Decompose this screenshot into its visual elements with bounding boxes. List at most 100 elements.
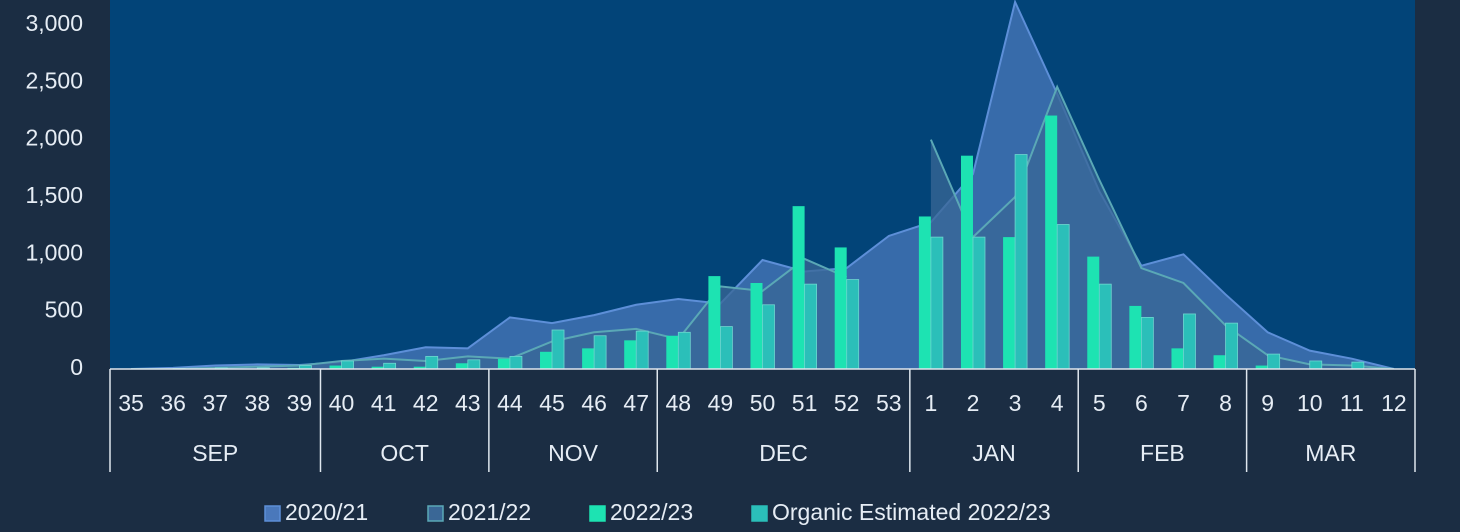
bar bbox=[1171, 348, 1184, 369]
x-tick-label: 44 bbox=[497, 390, 523, 416]
bar bbox=[1087, 256, 1100, 369]
x-tick-label: 47 bbox=[623, 390, 649, 416]
x-tick-label: 46 bbox=[581, 390, 607, 416]
legend-label: Organic Estimated 2022/23 bbox=[772, 499, 1051, 525]
x-tick-label: 36 bbox=[160, 390, 186, 416]
legend-label: 2020/21 bbox=[285, 499, 368, 525]
x-tick-label: 11 bbox=[1340, 390, 1364, 416]
x-tick-label: 37 bbox=[202, 390, 228, 416]
bar bbox=[383, 362, 397, 370]
group-label: OCT bbox=[380, 440, 429, 466]
legend-label: 2022/23 bbox=[610, 499, 693, 525]
bar bbox=[677, 331, 691, 370]
x-tick-label: 8 bbox=[1219, 390, 1232, 416]
bar bbox=[497, 358, 510, 369]
bar bbox=[930, 236, 944, 370]
x-tick-label: 35 bbox=[118, 390, 144, 416]
bar bbox=[1309, 360, 1323, 370]
bar bbox=[1267, 353, 1281, 370]
x-tick-label: 39 bbox=[287, 390, 313, 416]
group-label: FEB bbox=[1140, 440, 1185, 466]
bar bbox=[918, 216, 931, 369]
legend-label: 2021/22 bbox=[448, 499, 531, 525]
legend-swatch bbox=[427, 505, 444, 522]
bar bbox=[371, 366, 384, 369]
bar bbox=[1255, 365, 1268, 369]
x-tick-label: 51 bbox=[792, 390, 818, 416]
bar bbox=[635, 330, 649, 370]
bar bbox=[1045, 115, 1058, 370]
x-tick-label: 38 bbox=[245, 390, 271, 416]
bar bbox=[834, 247, 847, 369]
bar bbox=[762, 304, 775, 370]
bar bbox=[329, 365, 342, 369]
bar bbox=[1129, 305, 1142, 369]
x-tick-label: 49 bbox=[708, 390, 734, 416]
bar bbox=[1098, 283, 1112, 370]
x-tick-label: 4 bbox=[1051, 390, 1064, 416]
group-label: NOV bbox=[548, 440, 599, 466]
x-tick-label: 48 bbox=[666, 390, 692, 416]
bar bbox=[1213, 355, 1226, 369]
bar bbox=[425, 355, 439, 370]
y-tick-label: 2,500 bbox=[25, 67, 83, 93]
group-label: MAR bbox=[1305, 440, 1356, 466]
x-tick-label: 53 bbox=[876, 390, 902, 416]
bar bbox=[1140, 316, 1154, 370]
area bbox=[131, 86, 1394, 369]
bar bbox=[792, 206, 805, 369]
bar bbox=[750, 282, 763, 369]
bar bbox=[540, 351, 553, 369]
legend-swatch bbox=[589, 505, 606, 522]
bar bbox=[1014, 154, 1028, 370]
bar bbox=[582, 348, 595, 369]
bar bbox=[666, 335, 679, 369]
group-label: JAN bbox=[972, 440, 1015, 466]
x-tick-label: 9 bbox=[1261, 390, 1274, 416]
y-tick-label: 1,000 bbox=[25, 239, 83, 265]
x-tick-label: 7 bbox=[1177, 390, 1190, 416]
bar bbox=[341, 360, 354, 370]
legend-swatch bbox=[264, 505, 281, 522]
x-tick-label: 12 bbox=[1381, 390, 1407, 416]
bar bbox=[1056, 224, 1070, 370]
group-label: DEC bbox=[759, 440, 808, 466]
bar bbox=[551, 329, 565, 370]
x-tick-label: 6 bbox=[1135, 390, 1148, 416]
x-tick-label: 52 bbox=[834, 390, 860, 416]
x-tick-label: 50 bbox=[750, 390, 776, 416]
bar bbox=[1225, 322, 1238, 370]
bar bbox=[467, 359, 481, 370]
x-tick-label: 5 bbox=[1093, 390, 1106, 416]
y-tick-label: 500 bbox=[45, 297, 83, 323]
bar bbox=[972, 236, 986, 370]
bar bbox=[846, 279, 860, 370]
bar bbox=[413, 366, 426, 369]
bar bbox=[708, 276, 721, 369]
group-label: SEP bbox=[192, 440, 238, 466]
x-tick-label: 41 bbox=[371, 390, 397, 416]
x-tick-label: 42 bbox=[413, 390, 439, 416]
y-tick-label: 3,000 bbox=[25, 10, 83, 36]
x-tick-label: 40 bbox=[329, 390, 355, 416]
bar bbox=[1183, 313, 1196, 370]
bar bbox=[593, 335, 607, 370]
bar bbox=[804, 283, 817, 370]
bar bbox=[509, 355, 523, 370]
bar bbox=[1351, 361, 1365, 370]
y-tick-label: 1,500 bbox=[25, 182, 83, 208]
y-tick-label: 0 bbox=[70, 354, 83, 380]
y-tick-label: 2,000 bbox=[25, 125, 83, 151]
bar bbox=[720, 326, 733, 370]
x-tick-label: 2 bbox=[967, 390, 980, 416]
x-tick-label: 10 bbox=[1297, 390, 1323, 416]
bar bbox=[455, 363, 468, 369]
bar bbox=[624, 340, 637, 369]
legend-swatch bbox=[751, 505, 768, 522]
x-tick-label: 1 bbox=[924, 390, 937, 416]
bar bbox=[960, 155, 973, 369]
x-tick-label: 3 bbox=[1009, 390, 1022, 416]
x-tick-label: 43 bbox=[455, 390, 481, 416]
bar bbox=[1003, 237, 1016, 369]
